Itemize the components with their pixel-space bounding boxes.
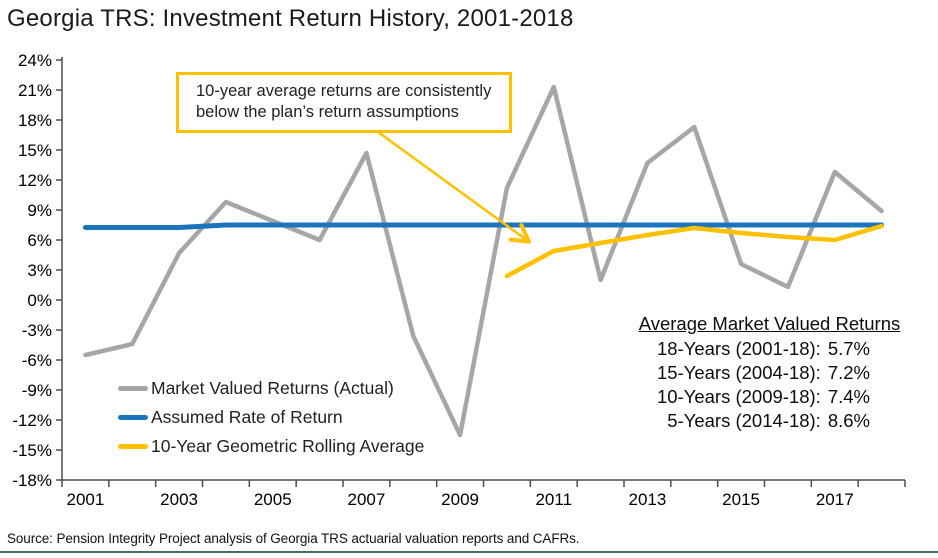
chart-legend: Market Valued Returns (Actual) Assumed R… (118, 374, 424, 461)
axes: -18% -15% -12% -9% -6% -3% 0% 3% 6% 9% 12% 15% 18% 21… (12, 51, 906, 509)
x-axis-tick-label: 2003 (160, 490, 198, 509)
y-axis-tick-label: -9% (22, 381, 52, 400)
stats-label: 18-Years (2001-18): (656, 338, 821, 359)
y-axis-tick-label: 3% (27, 261, 52, 280)
y-axis-tick-label: -12% (12, 411, 52, 430)
stats-row: 15-Years (2004-18): 7.2% (612, 361, 927, 385)
stats-value: 7.4% (827, 386, 870, 407)
annotation-arrow (377, 130, 531, 244)
x-axis-tick-label: 2011 (535, 490, 572, 509)
series-line-assumed_blue (82, 222, 885, 230)
y-axis-tick-label: 12% (18, 171, 52, 190)
x-axis-tick-label: 2009 (441, 490, 479, 509)
x-axis-tick-label: 2015 (722, 490, 760, 509)
x-axis-tick-label: 2013 (629, 490, 667, 509)
source-note: Source: Pension Integrity Project analys… (7, 531, 580, 546)
stats-row: 18-Years (2001-18): 5.7% (612, 337, 927, 361)
stats-value: 7.2% (827, 362, 870, 383)
legend-label: Assumed Rate of Return (151, 407, 343, 427)
series-line-rolling_gold (504, 223, 884, 279)
legend-label: 10-Year Geometric Rolling Average (151, 436, 425, 456)
y-axis-tick-label: 9% (27, 201, 52, 220)
stats-label: 10-Years (2009-18): (656, 386, 821, 407)
y-axis-tick-label: -3% (22, 321, 52, 340)
y-axis-tick-label: 15% (18, 141, 52, 160)
chart-title: Georgia TRS: Investment Return History, … (7, 5, 574, 32)
y-axis-tick-label: -15% (12, 441, 52, 460)
legend-item-assumed: Assumed Rate of Return (118, 403, 424, 432)
stats-box: Average Market Valued Returns 18-Years (… (612, 311, 927, 433)
y-axis-tick-label: 0% (27, 291, 52, 310)
legend-swatch-gold (118, 444, 148, 449)
y-axis-tick-label: 24% (18, 51, 52, 70)
stats-row: 5-Years (2014-18): 8.6% (612, 409, 927, 433)
legend-swatch-gray (118, 386, 148, 391)
y-axis-tick-label: 18% (18, 111, 52, 130)
annotation-callout: 10-year average returns are consistently… (176, 72, 512, 133)
stats-value: 8.6% (827, 410, 870, 431)
x-axis-tick-label: 2005 (254, 490, 292, 509)
y-axis-tick-label: 6% (27, 231, 52, 250)
series-line-market_gray (83, 84, 884, 438)
stats-label: 5-Years (2014-18): (667, 410, 821, 431)
y-axis-tick-label: -18% (12, 471, 52, 490)
y-axis-tick-label: -6% (22, 351, 52, 370)
legend-item-rolling: 10-Year Geometric Rolling Average (118, 432, 424, 461)
annotation-text: 10-year average returns are consistently… (196, 82, 492, 121)
y-axis-tick-label: 21% (18, 81, 52, 100)
stats-title: Average Market Valued Returns (638, 313, 901, 334)
legend-item-market: Market Valued Returns (Actual) (118, 374, 424, 403)
x-axis-tick-label: 2007 (348, 490, 386, 509)
stats-row: 10-Years (2009-18): 7.4% (612, 385, 927, 409)
legend-swatch-blue (118, 415, 148, 420)
stats-label: 15-Years (2004-18): (656, 362, 821, 383)
x-axis-tick-label: 2017 (816, 490, 854, 509)
legend-label: Market Valued Returns (Actual) (151, 378, 394, 398)
stats-value: 5.7% (827, 338, 870, 359)
x-axis-tick-label: 2001 (67, 490, 105, 509)
footer-rule (0, 551, 938, 553)
